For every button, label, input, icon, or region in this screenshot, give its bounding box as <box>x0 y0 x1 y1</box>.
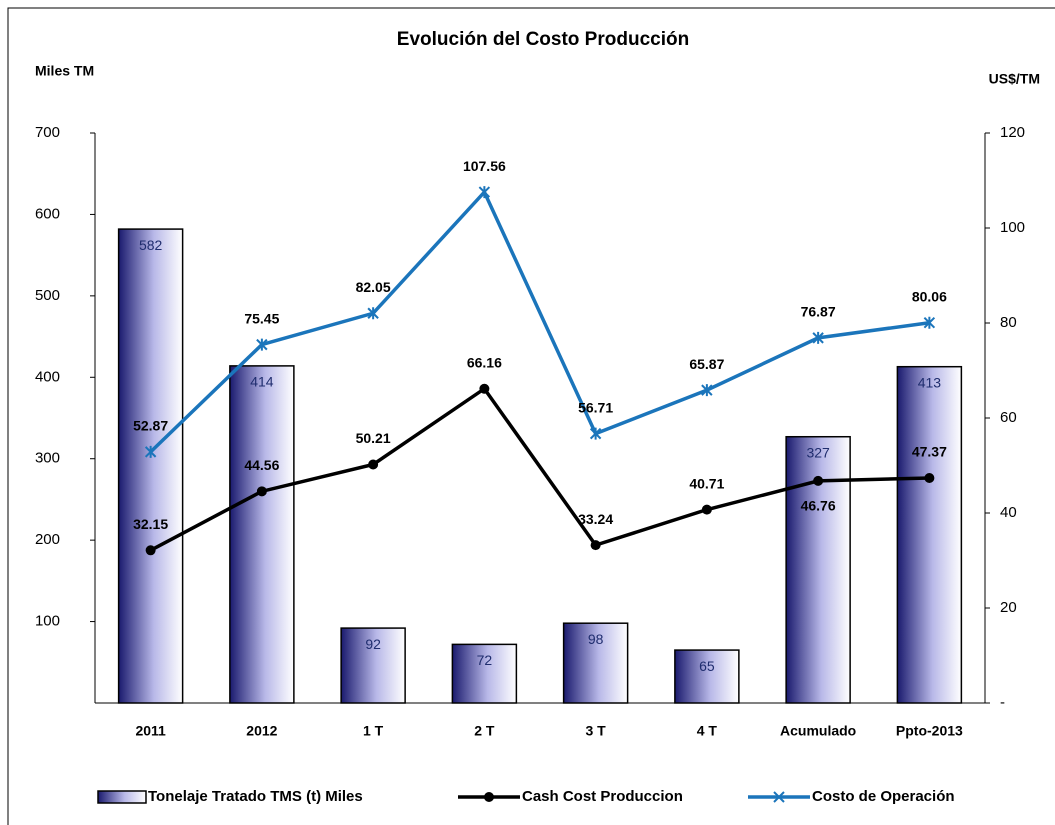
marker <box>145 545 156 556</box>
x-tick-label: 3 T <box>586 723 607 739</box>
marker <box>701 504 712 515</box>
y-tick-label: 600 <box>35 205 60 222</box>
y2-tick-label: 20 <box>1000 599 1017 616</box>
x-tick-label: Ppto-2013 <box>896 723 963 739</box>
legend-label: Tonelaje Tratado TMS (t) Miles <box>148 788 363 805</box>
bar-value-label: 414 <box>250 374 274 390</box>
frame <box>7 7 1055 825</box>
x-tick-label: 2012 <box>246 723 277 739</box>
bar <box>451 643 518 704</box>
line-value-label: 32.15 <box>133 516 168 532</box>
line-value-label: 76.87 <box>801 304 836 320</box>
marker <box>256 486 267 497</box>
bar <box>562 622 629 704</box>
x-tick-label: Acumulado <box>780 723 856 739</box>
y-tick-label: 200 <box>35 531 60 548</box>
legend-marker <box>484 792 494 802</box>
y2-tick-label: 60 <box>1000 409 1017 426</box>
line-value-label: 47.37 <box>912 444 947 460</box>
chart-title: Evolución del Costo Producción <box>397 29 689 50</box>
legend-marker <box>773 791 785 803</box>
marker <box>924 472 935 483</box>
line-value-label: 40.71 <box>689 475 724 491</box>
line-value-label: 44.56 <box>244 457 279 473</box>
marker <box>256 338 268 351</box>
y-axis-title: Miles TM <box>35 63 94 79</box>
y-tick-label: 700 <box>35 124 60 141</box>
y2-axis-title: US$/TM <box>989 71 1040 87</box>
line-value-label: 82.05 <box>356 279 391 295</box>
y-tick-label: 500 <box>35 287 60 304</box>
bar <box>674 649 740 704</box>
marker <box>813 475 824 486</box>
marker <box>479 383 490 394</box>
legend-label: Cash Cost Produccion <box>522 788 683 805</box>
line-value-label: 66.16 <box>467 354 502 370</box>
bar-value-label: 413 <box>918 374 942 390</box>
bar-value-label: 582 <box>139 237 163 253</box>
bar-value-label: 92 <box>365 636 381 652</box>
marker <box>144 445 157 458</box>
bar <box>229 365 295 704</box>
line-value-label: 33.24 <box>578 511 613 527</box>
line <box>149 188 930 454</box>
line-value-label: 52.87 <box>133 418 168 434</box>
marker <box>478 186 491 199</box>
line-value-label: 56.71 <box>578 399 613 415</box>
legend-label: Costo de Operación <box>812 788 955 805</box>
y2-tick-label: 100 <box>1000 219 1025 236</box>
y-tick-label: 300 <box>35 450 60 467</box>
marker <box>701 384 713 397</box>
y2-tick-label: 80 <box>1000 314 1017 331</box>
y-tick-label: 100 <box>35 613 60 630</box>
line-value-label: 107.56 <box>463 158 506 174</box>
y2-tick-label: 40 <box>1000 504 1017 521</box>
marker <box>923 316 936 329</box>
bar <box>117 228 184 704</box>
legend-swatch <box>97 790 147 804</box>
x-tick-label: 2011 <box>135 723 166 739</box>
bar-value-label: 98 <box>588 631 604 647</box>
marker <box>590 540 601 551</box>
line-value-label: 65.87 <box>689 356 724 372</box>
y-tick-label: 400 <box>35 368 60 385</box>
x-tick-label: 1 T <box>363 723 384 739</box>
x-tick-label: 4 T <box>697 723 718 739</box>
line-value-label: 46.76 <box>801 498 836 514</box>
x-tick-label: 2 T <box>474 723 495 739</box>
line-value-label: 75.45 <box>244 310 279 326</box>
line-value-label: 80.06 <box>912 288 947 304</box>
bar <box>340 627 406 704</box>
marker <box>368 459 379 470</box>
bar-value-label: 72 <box>477 652 493 668</box>
bar <box>896 365 963 704</box>
bar-value-label: 327 <box>806 444 830 460</box>
marker <box>812 331 824 344</box>
marker <box>589 427 602 440</box>
line <box>149 386 930 552</box>
line-value-label: 50.21 <box>356 430 391 446</box>
y2-tick-label: - <box>1000 694 1005 711</box>
bar-value-label: 65 <box>699 658 715 674</box>
y2-tick-label: 120 <box>1000 124 1025 141</box>
marker <box>367 307 379 320</box>
